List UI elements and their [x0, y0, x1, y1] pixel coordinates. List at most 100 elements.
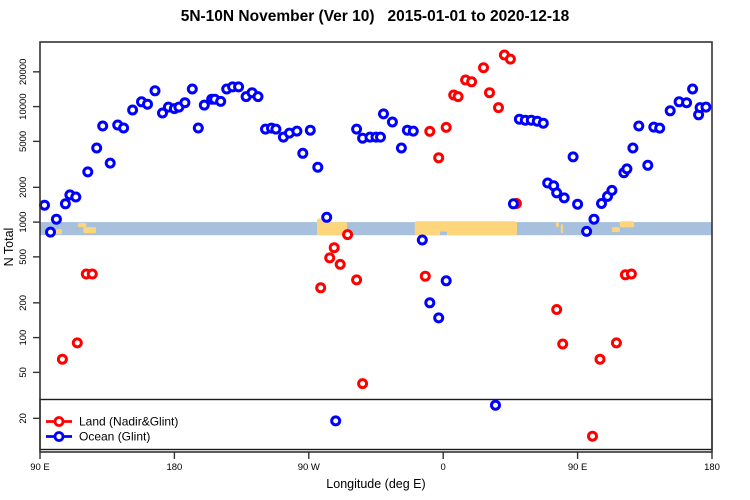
- land-point: [424, 125, 436, 137]
- ocean-point: [104, 157, 116, 169]
- ocean-point: [572, 198, 584, 210]
- y-tick-label: 500: [18, 249, 29, 265]
- ocean-point: [424, 297, 436, 309]
- land-point: [328, 242, 340, 254]
- ocean-point: [588, 213, 600, 225]
- ocean-point: [70, 191, 82, 203]
- ocean-point: [433, 312, 445, 324]
- ocean-point: [375, 131, 386, 143]
- land-point: [351, 274, 363, 286]
- ocean-point: [395, 142, 407, 154]
- highlight-patch: [619, 221, 635, 228]
- ocean-point: [581, 225, 593, 237]
- ocean-point: [149, 85, 161, 97]
- land-series: [56, 49, 637, 442]
- x-tick-label: 0: [441, 462, 446, 473]
- ocean-point: [45, 226, 56, 238]
- highlight-patch: [555, 222, 559, 228]
- ocean-point: [82, 166, 94, 178]
- ocean-point: [642, 159, 654, 171]
- ocean-point: [186, 83, 198, 95]
- ocean-point: [490, 399, 501, 411]
- ocean-point: [270, 123, 282, 135]
- band-sliver: [439, 231, 447, 236]
- x-axis-title: Longitude (deg E): [326, 477, 426, 491]
- land-point: [315, 282, 327, 294]
- ocean-point: [681, 97, 693, 109]
- ocean-point: [621, 163, 633, 175]
- ocean-point: [192, 122, 204, 134]
- highlight-patch: [83, 227, 96, 234]
- ocean-point: [567, 151, 579, 163]
- x-tick-label: 90 E: [30, 462, 50, 473]
- ocean-point: [606, 184, 618, 196]
- ocean-point: [91, 142, 103, 154]
- plot-border: [39, 41, 713, 453]
- land-point: [334, 258, 346, 270]
- ocean-point: [378, 108, 389, 120]
- ocean-point: [551, 187, 563, 199]
- land-point: [484, 87, 495, 99]
- ocean-point: [312, 161, 324, 173]
- y-tick-label: 100: [18, 330, 29, 346]
- land-point: [478, 62, 489, 74]
- ocean-point: [633, 120, 645, 132]
- land-point: [433, 152, 445, 164]
- ocean-point: [252, 91, 264, 103]
- ocean-point: [118, 122, 130, 134]
- ocean-point: [233, 81, 245, 93]
- ocean-point: [654, 122, 666, 134]
- legend-key-point: [53, 416, 65, 427]
- x-tick-label: 180: [166, 462, 182, 473]
- ocean-point: [304, 124, 316, 136]
- ocean-point: [198, 99, 210, 111]
- y-tick-label: 5000: [18, 131, 29, 152]
- land-point: [493, 102, 504, 114]
- y-tick-label: 200: [18, 295, 29, 311]
- highlight-patch: [55, 229, 62, 235]
- y-tick-label: 50: [18, 367, 29, 378]
- highlight-patch: [414, 221, 517, 236]
- ocean-point: [59, 198, 71, 210]
- legend-label-ocean: Ocean (Glint): [79, 430, 150, 444]
- y-tick-label: 2000: [18, 177, 29, 198]
- land-point: [594, 353, 606, 365]
- land-point: [610, 337, 622, 349]
- ocean-point: [687, 83, 699, 95]
- land-point: [86, 268, 98, 280]
- land-point: [56, 353, 68, 365]
- land-point: [324, 252, 336, 264]
- land-point: [452, 91, 464, 103]
- y-tick-label: 1000: [18, 212, 29, 233]
- ocean-point: [386, 116, 398, 128]
- ocean-point: [440, 275, 452, 287]
- ocean-point: [291, 125, 303, 137]
- x-tick-label: 180: [704, 462, 720, 473]
- highlight-patch: [317, 222, 348, 236]
- ocean-point: [627, 142, 639, 154]
- ocean-point: [330, 415, 342, 427]
- ocean-point: [215, 95, 227, 107]
- ocean-point: [351, 123, 363, 135]
- highlight-patch: [560, 224, 563, 234]
- highlight-patch: [77, 223, 87, 228]
- ocean-point: [50, 213, 62, 225]
- land-point: [419, 270, 431, 282]
- ocean-point: [664, 105, 676, 117]
- reference-band: [40, 222, 712, 236]
- x-tick-label: 90 E: [568, 462, 588, 473]
- land-point: [357, 378, 369, 390]
- ocean-point: [700, 101, 712, 113]
- y-tick-label: 20: [18, 413, 29, 424]
- ocean-point: [142, 98, 153, 110]
- land-point: [625, 268, 637, 280]
- y-axis-title: N Total: [2, 227, 16, 267]
- land-point: [551, 304, 563, 315]
- land-point: [440, 121, 452, 133]
- ocean-point: [596, 198, 607, 209]
- ocean-point: [179, 97, 191, 109]
- legend-key-point: [53, 431, 65, 442]
- chart-title: 5N-10N November (Ver 10) 2015-01-01 to 2…: [180, 8, 570, 25]
